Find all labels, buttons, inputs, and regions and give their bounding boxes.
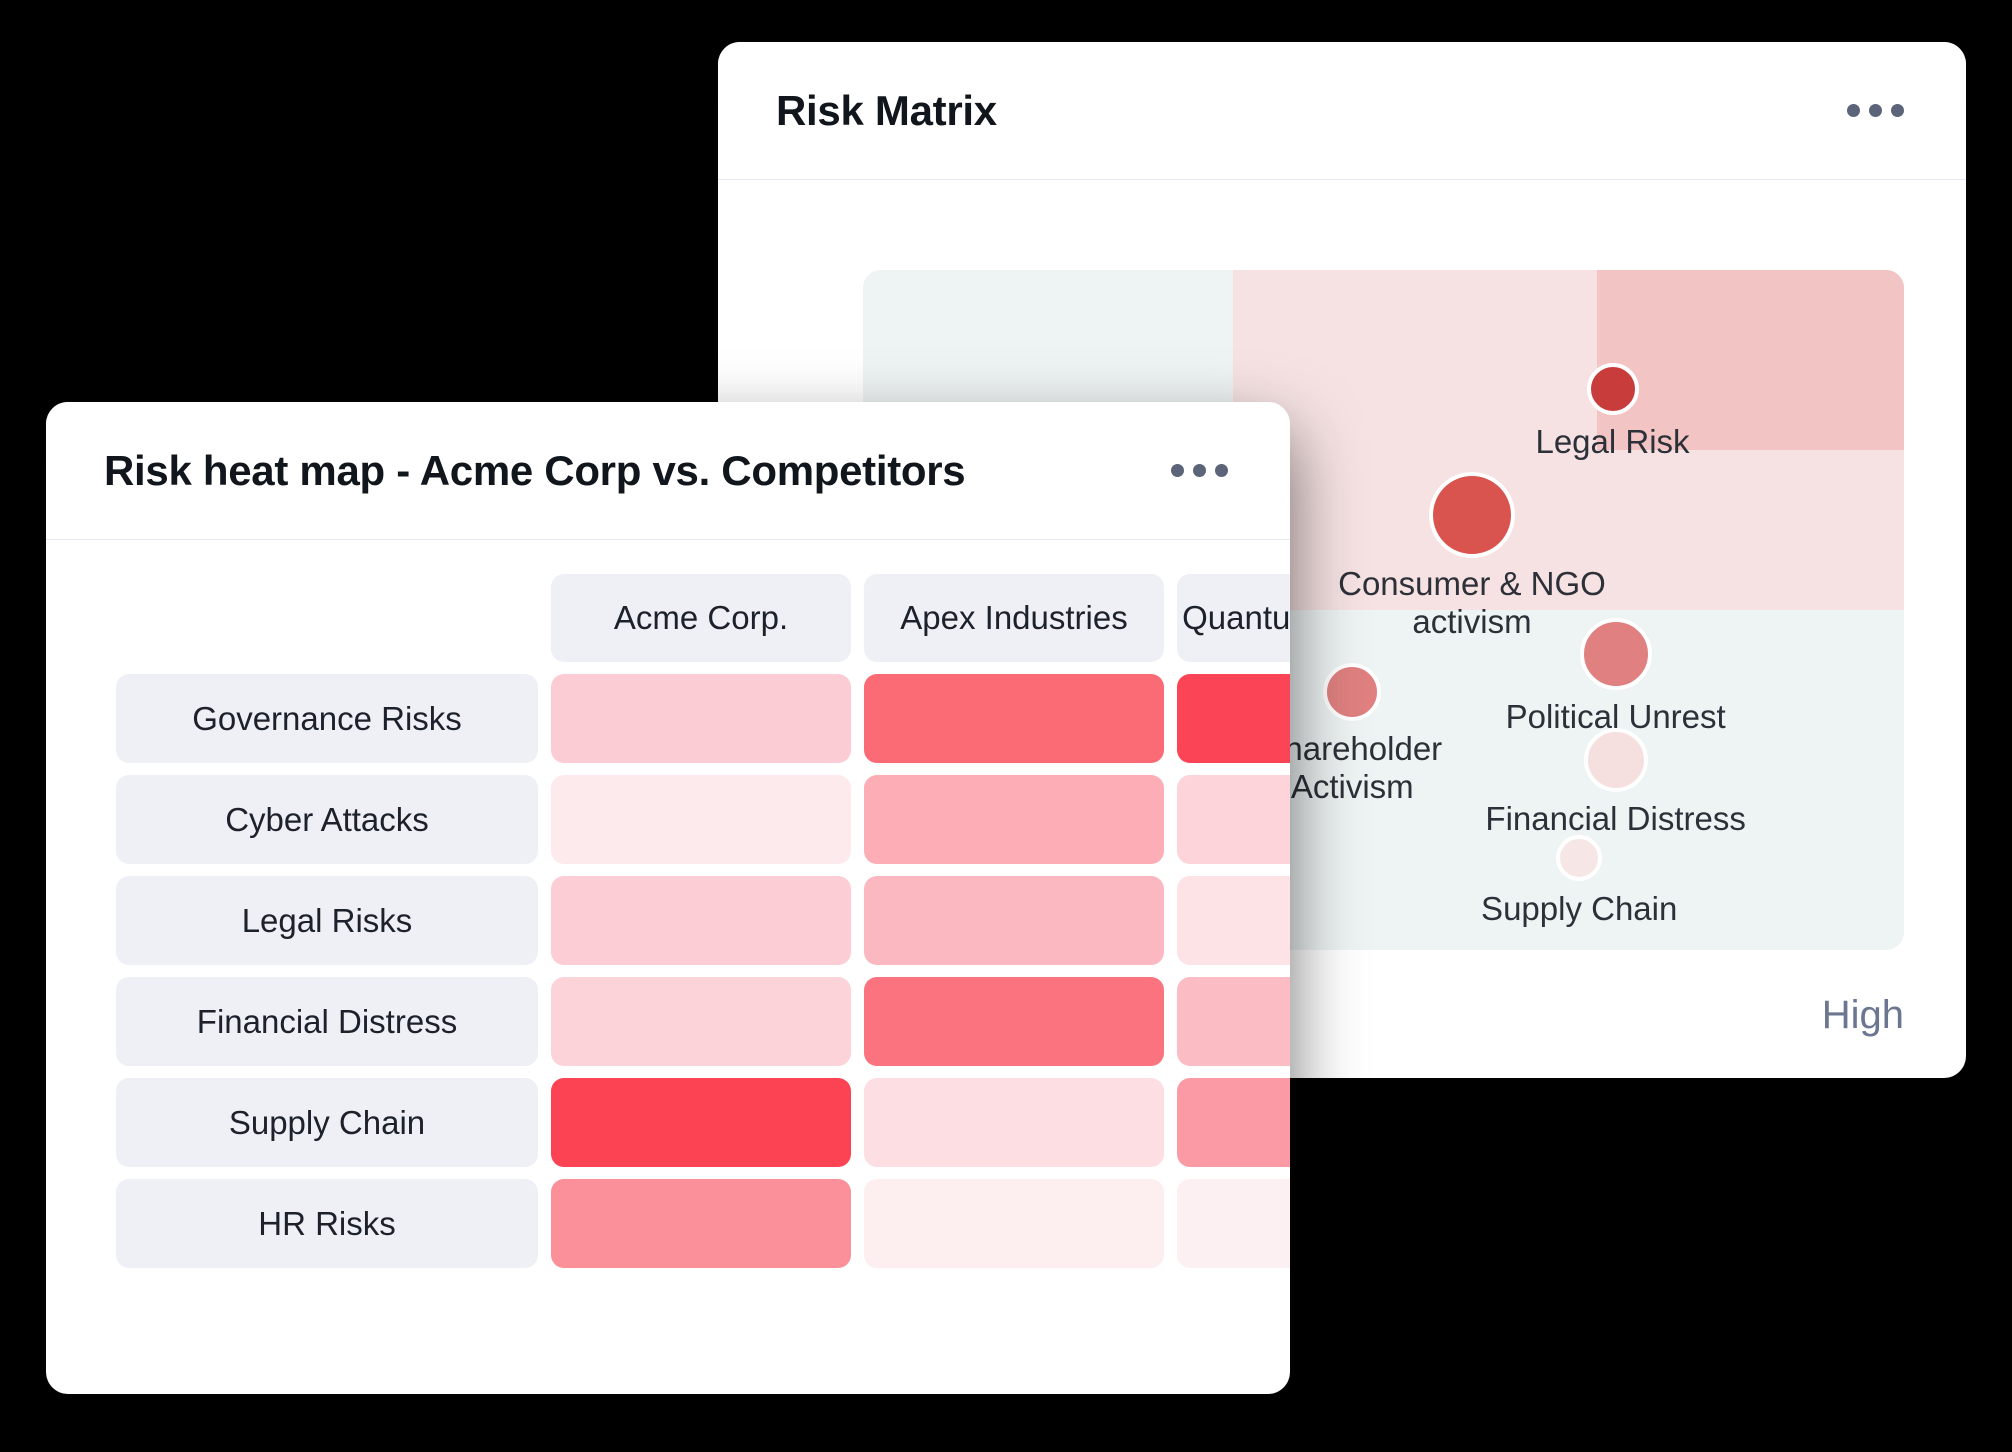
quadrant-low-high — [1232, 610, 1904, 950]
heatmap-cell[interactable] — [551, 876, 851, 965]
heatmap-cell[interactable] — [1177, 876, 1290, 965]
risk-bubble[interactable] — [1323, 662, 1382, 721]
heatmap-body: Acme Corp.Apex IndustriesQuantum Dynamic… — [46, 540, 1290, 1268]
page-title: Risk Matrix — [776, 86, 997, 134]
heatmap-column-header: Acme Corp. — [551, 574, 851, 662]
quadrant-high-high — [1596, 270, 1904, 451]
heatmap-row-label: Legal Risks — [116, 876, 538, 965]
heatmap-corner-cell — [116, 574, 538, 662]
heatmap-title: Risk heat map - Acme Corp vs. Competitor… — [104, 446, 966, 494]
heatmap-cell[interactable] — [1177, 1078, 1290, 1167]
dot — [1847, 104, 1860, 117]
risk-bubble[interactable] — [1583, 727, 1648, 792]
risk-bubble[interactable] — [1586, 363, 1639, 415]
heatmap-row-label: Financial Distress — [116, 977, 538, 1066]
risk-matrix-header: Risk Matrix — [718, 42, 1966, 180]
risk-bubble[interactable] — [1579, 618, 1652, 691]
heatmap-cell[interactable] — [551, 1179, 851, 1268]
dot — [1215, 464, 1228, 477]
heatmap-cell[interactable] — [551, 977, 851, 1066]
more-horizontal-icon[interactable] — [1167, 454, 1232, 487]
heatmap-row-label: Supply Chain — [116, 1078, 538, 1167]
heatmap-grid: Acme Corp.Apex IndustriesQuantum Dynamic… — [46, 574, 1290, 1268]
heatmap-cell[interactable] — [864, 674, 1164, 763]
dot — [1193, 464, 1206, 477]
heatmap-cell[interactable] — [551, 674, 851, 763]
heatmap-row-label: Governance Risks — [116, 674, 538, 763]
heatmap-header: Risk heat map - Acme Corp vs. Competitor… — [46, 402, 1290, 540]
more-horizontal-icon[interactable] — [1843, 94, 1908, 127]
heatmap-cell[interactable] — [864, 1179, 1164, 1268]
heatmap-cell[interactable] — [551, 1078, 851, 1167]
x-axis-end-label: High — [1821, 993, 1904, 1037]
heatmap-cell[interactable] — [864, 876, 1164, 965]
heatmap-column-header: Apex Industries — [864, 574, 1164, 662]
heatmap-column-header: Quantum Dynamics — [1177, 574, 1290, 662]
heatmap-cell[interactable] — [551, 775, 851, 864]
risk-bubble[interactable] — [1428, 471, 1515, 558]
heatmap-row-label: HR Risks — [116, 1179, 538, 1268]
dot — [1869, 104, 1882, 117]
heatmap-cell[interactable] — [1177, 1179, 1290, 1268]
heatmap-cell[interactable] — [864, 977, 1164, 1066]
risk-heatmap-card: Risk heat map - Acme Corp vs. Competitor… — [46, 402, 1290, 1394]
dot — [1171, 464, 1184, 477]
heatmap-cell[interactable] — [864, 775, 1164, 864]
heatmap-row-label: Cyber Attacks — [116, 775, 538, 864]
heatmap-cell[interactable] — [1177, 674, 1290, 763]
heatmap-cell[interactable] — [1177, 977, 1290, 1066]
risk-bubble[interactable] — [1556, 835, 1603, 882]
heatmap-cell[interactable] — [864, 1078, 1164, 1167]
heatmap-cell[interactable] — [1177, 775, 1290, 864]
dot — [1891, 104, 1904, 117]
